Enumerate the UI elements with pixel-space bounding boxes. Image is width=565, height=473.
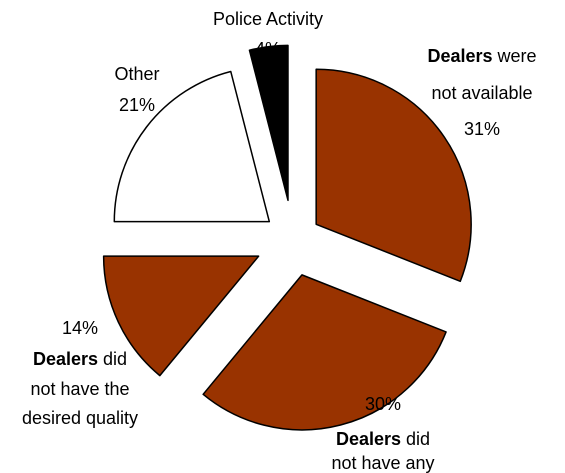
slice-label-line3: desired quality — [22, 408, 138, 428]
slice-label-line2: not have any — [331, 453, 434, 473]
slice-percent: 30% — [365, 394, 401, 414]
slice-label-line1: Dealers were — [427, 46, 536, 66]
slice-percent: 4% — [255, 39, 281, 59]
slice-label-line1: Police Activity — [213, 9, 323, 29]
slice-other — [113, 70, 271, 223]
pie-slices — [102, 44, 472, 431]
slice-label-desired-quality: 14% Dealers did not have the desired qua… — [22, 318, 138, 428]
slice-label-other: Other 21% — [114, 64, 159, 115]
slice-label-line1: Dealers did — [33, 349, 127, 369]
slice-not-have-any — [202, 274, 447, 431]
slice-desired-quality — [102, 255, 260, 377]
slice-label-not-have-any: 30% Dealers did not have any — [331, 394, 434, 473]
slice-label-line1: Other — [114, 64, 159, 84]
slice-not-available — [315, 68, 472, 283]
slice-label-line2: not available — [431, 83, 532, 103]
slice-label-line2: not have the — [30, 379, 129, 399]
slice-police-activity — [248, 44, 289, 202]
slice-percent: 14% — [62, 318, 98, 338]
slice-label-police-activity: Police Activity 4% — [213, 9, 323, 59]
slice-percent: 21% — [119, 95, 155, 115]
slice-label-line1: Dealers did — [336, 429, 430, 449]
slice-label-not-available: Dealers were not available 31% — [427, 46, 536, 139]
slice-percent: 31% — [464, 119, 500, 139]
